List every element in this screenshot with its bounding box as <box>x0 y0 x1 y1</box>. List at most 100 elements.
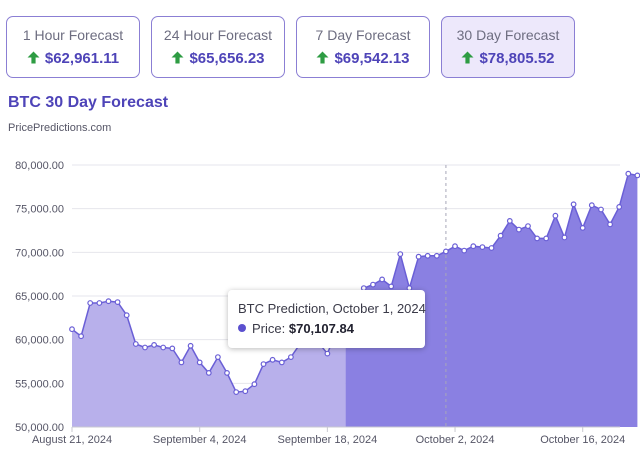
chart-tooltip: BTC Prediction, October 1, 2024 Price: $… <box>228 290 426 348</box>
data-point <box>470 243 477 250</box>
data-point <box>251 381 258 388</box>
x-tick-label: October 16, 2024 <box>540 434 625 446</box>
data-point <box>479 244 486 250</box>
data-point <box>233 389 240 396</box>
tab-label: 1 Hour Forecast <box>22 27 124 43</box>
y-tick-label: 60,000.00 <box>15 335 64 347</box>
tab-price: $62,961.11 <box>7 50 139 67</box>
data-point <box>379 276 386 283</box>
data-point <box>288 354 294 361</box>
data-point <box>543 235 550 242</box>
data-point <box>169 345 176 352</box>
tab-price: $78,805.52 <box>442 50 574 67</box>
data-point <box>370 281 376 288</box>
y-tick-label: 70,000.00 <box>15 247 64 259</box>
tab-price-value: $65,656.23 <box>189 50 265 67</box>
data-point <box>69 326 75 333</box>
x-axis: August 21, 2024 September 4, 2024 Septembe… <box>32 426 625 446</box>
history-area <box>72 301 346 427</box>
x-tick-label: October 2, 2024 <box>416 434 495 446</box>
data-point <box>196 359 203 366</box>
series-dot-icon <box>238 324 246 332</box>
data-point <box>461 247 468 254</box>
data-point <box>625 170 632 177</box>
y-tick-label: 55,000.00 <box>15 378 64 390</box>
tab-price-value: $69,542.13 <box>334 50 410 67</box>
data-point <box>388 283 395 290</box>
source-label: PricePredictions.com <box>8 122 112 134</box>
tab-price: $65,656.23 <box>152 50 284 67</box>
arrow-up-icon <box>27 51 40 64</box>
chart-points <box>69 170 640 396</box>
data-point <box>452 243 458 250</box>
data-point <box>269 356 276 363</box>
data-point <box>160 344 167 351</box>
x-tick-label: September 18, 2024 <box>278 434 378 446</box>
forecast-area <box>345 173 638 427</box>
data-point <box>534 235 540 242</box>
data-point <box>561 234 568 241</box>
data-point <box>224 369 230 376</box>
data-point <box>516 226 522 233</box>
data-point <box>114 299 121 306</box>
tab-1-hour-forecast[interactable]: 1 Hour Forecast $62,961.11 <box>6 16 140 78</box>
data-point <box>105 298 112 305</box>
data-point <box>397 251 404 257</box>
data-point <box>96 300 103 306</box>
chart-title: BTC 30 Day Forecast <box>8 94 169 111</box>
tab-label: 24 Hour Forecast <box>163 27 273 43</box>
arrow-up-icon <box>461 51 474 64</box>
tooltip-value: $70,107.84 <box>288 321 354 336</box>
data-point <box>415 253 422 260</box>
data-point <box>488 245 495 251</box>
data-point <box>506 217 513 224</box>
data-point <box>78 333 84 340</box>
data-point <box>443 248 449 255</box>
data-point <box>187 342 194 349</box>
tooltip-title: BTC Prediction, October 1, 2024 <box>238 301 426 316</box>
tab-7-day-forecast[interactable]: 7 Day Forecast $69,542.13 <box>296 16 430 78</box>
tooltip-label: Price: <box>252 321 286 336</box>
price-chart[interactable]: 80,000.00 75,000.00 70,000.00 65,000.00 60,0… <box>0 145 640 464</box>
tab-price-value: $78,805.52 <box>479 50 555 67</box>
x-tick-label: September 4, 2024 <box>153 434 247 446</box>
tab-price: $69,542.13 <box>297 50 429 67</box>
data-point <box>598 206 604 213</box>
forecast-tabs: 1 Hour Forecast $62,961.11 24 Hour Forec… <box>6 16 634 80</box>
y-axis: 80,000.00 75,000.00 70,000.00 65,000.00 60,0… <box>15 160 64 434</box>
data-point <box>424 252 431 259</box>
data-point <box>588 202 595 209</box>
data-point <box>242 388 249 395</box>
data-point <box>123 312 130 319</box>
data-point <box>525 223 531 229</box>
data-point <box>205 369 212 376</box>
data-point <box>497 232 504 239</box>
data-point <box>87 300 94 306</box>
data-point <box>151 341 158 348</box>
data-point <box>278 359 285 366</box>
arrow-up-icon <box>171 51 184 64</box>
y-tick-label: 50,000.00 <box>15 422 64 434</box>
data-point <box>616 204 623 210</box>
data-point <box>552 212 559 219</box>
data-point <box>178 359 185 366</box>
tab-30-day-forecast[interactable]: 30 Day Forecast $78,805.52 <box>441 16 575 78</box>
data-point <box>324 350 331 357</box>
data-point <box>132 341 139 347</box>
data-point <box>433 252 440 259</box>
data-point <box>570 201 577 208</box>
tab-price-value: $62,961.11 <box>44 50 120 67</box>
tab-label: 30 Day Forecast <box>456 27 560 43</box>
data-point <box>142 344 148 351</box>
data-point <box>634 172 640 179</box>
data-point <box>579 224 586 231</box>
data-point <box>214 354 221 361</box>
data-point <box>260 361 267 368</box>
data-point <box>607 221 613 228</box>
tab-label: 7 Day Forecast <box>315 27 411 43</box>
y-tick-label: 80,000.00 <box>15 160 64 172</box>
x-tick-label: August 21, 2024 <box>32 434 112 446</box>
arrow-up-icon <box>316 51 329 64</box>
tab-24-hour-forecast[interactable]: 24 Hour Forecast $65,656.23 <box>151 16 285 78</box>
y-tick-label: 65,000.00 <box>15 291 64 303</box>
